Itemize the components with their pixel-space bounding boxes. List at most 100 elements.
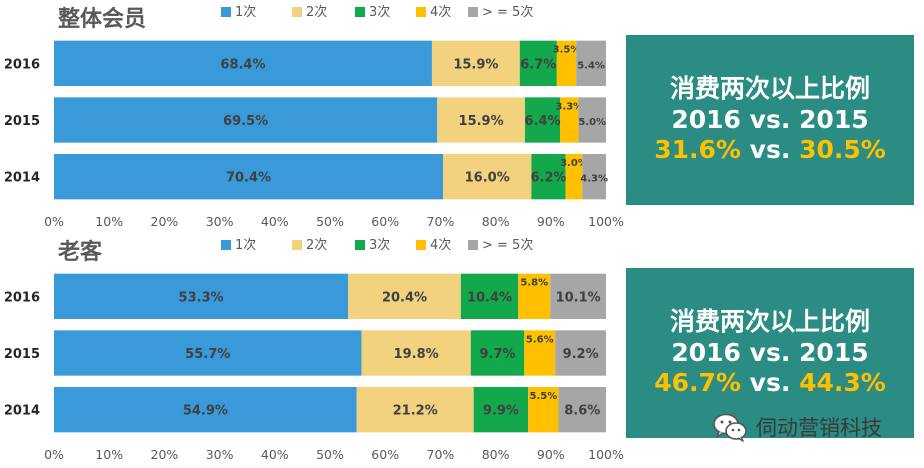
bar-segment: [555, 330, 606, 376]
x-tick-label: 90%: [537, 447, 565, 462]
chart-title: 整体会员: [58, 6, 146, 32]
bar-segment: [54, 387, 357, 433]
data-label: 15.9%: [453, 57, 498, 72]
bar-segment: [519, 40, 557, 86]
legend-swatch: [221, 240, 231, 250]
bar-segment: [54, 97, 438, 143]
bar-segment: [518, 273, 551, 319]
chart-1: 整体会员 1次 2次 3次 4次 > = 5次 0% 10% 20% 30% 40% 50% 60% 70…: [4, 4, 624, 229]
bar-segment: [470, 330, 525, 376]
category-label: 2016: [4, 290, 40, 305]
bar-segment: [560, 97, 579, 143]
bar-segment: [582, 154, 606, 200]
data-label: 5.6%: [526, 334, 554, 345]
x-tick-label: 70%: [427, 447, 455, 462]
data-label: 5.0%: [578, 117, 606, 128]
data-label: 15.9%: [459, 114, 504, 129]
data-label: 69.5%: [223, 114, 268, 129]
bar-segment: [437, 97, 525, 143]
bar-segment: [531, 154, 566, 200]
legend-label: 4次: [430, 237, 451, 253]
bar-segment: [528, 387, 559, 433]
x-tick-label: 100%: [588, 447, 624, 462]
data-label: 4.3%: [580, 174, 608, 185]
panel-heading: 消费两次以上比例: [669, 307, 870, 337]
bar-segment: [524, 97, 561, 143]
bar-segment: [356, 387, 474, 433]
bar-segment: [473, 387, 529, 433]
data-label: 9.7%: [480, 347, 516, 362]
panel-value-2016: 46.7%: [654, 368, 741, 398]
x-tick-label: 50%: [316, 447, 344, 462]
legend-swatch: [292, 7, 302, 17]
legend-swatch: [221, 7, 231, 17]
watermark: 伺动营销科技: [712, 412, 882, 442]
legend-swatch: [468, 240, 478, 250]
bar-segment: [460, 273, 519, 319]
legend-label: > = 5次: [482, 237, 533, 253]
data-label: 5.8%: [520, 278, 548, 289]
summary-panel-returning-customers: 消费两次以上比例 2016 vs. 2015 46.7% vs. 44.3%: [626, 268, 914, 438]
legend-label: > = 5次: [482, 4, 533, 20]
category-label: 2016: [4, 57, 40, 72]
legend-label: 1次: [235, 4, 256, 20]
summary-panel-all-members: 消费两次以上比例 2016 vs. 2015 31.6% vs. 30.5%: [626, 35, 914, 205]
panel-vs: vs.: [749, 135, 791, 165]
data-label: 21.2%: [393, 404, 438, 419]
data-label: 6.7%: [520, 57, 556, 72]
panel-value-2015: 30.5%: [799, 135, 886, 165]
panel-comparison-years: 2016 vs. 2015: [671, 337, 869, 367]
legend-label: 3次: [369, 237, 390, 253]
x-tick-label: 100%: [588, 214, 624, 229]
bar-segment: [558, 387, 606, 433]
legend-label: 2次: [306, 237, 327, 253]
legend-swatch: [355, 7, 365, 17]
data-label: 6.4%: [525, 114, 561, 129]
bar-segment: [54, 273, 349, 319]
bar-segment: [556, 40, 577, 86]
wechat-icon: [713, 413, 747, 442]
data-label: 19.8%: [394, 347, 439, 362]
category-label: 2015: [4, 114, 40, 129]
data-label: 3.3%: [555, 101, 583, 112]
legend-label: 4次: [430, 4, 451, 20]
legend-label: 3次: [369, 4, 390, 20]
bar-segment: [524, 330, 556, 376]
bar-segment: [361, 330, 471, 376]
data-label: 3.0%: [560, 158, 588, 169]
legend-label: 2次: [306, 4, 327, 20]
x-tick-label: 20%: [151, 447, 179, 462]
data-label: 6.2%: [531, 171, 567, 186]
data-label: 10.1%: [556, 290, 601, 305]
legend-label: 1次: [235, 237, 256, 253]
data-label: 16.0%: [465, 171, 510, 186]
data-label: 10.4%: [467, 290, 512, 305]
x-tick-label: 10%: [95, 214, 123, 229]
bar-segment: [54, 154, 443, 200]
bar-segment: [550, 273, 606, 319]
x-tick-label: 20%: [151, 214, 179, 229]
watermark-text: 伺动营销科技: [756, 416, 882, 440]
chart-title: 老客: [57, 239, 103, 265]
bar-segment: [565, 154, 583, 200]
data-label: 5.5%: [530, 391, 558, 402]
data-label: 54.9%: [183, 404, 228, 419]
x-tick-label: 80%: [482, 447, 510, 462]
bar-segment: [348, 273, 461, 319]
data-label: 55.7%: [185, 347, 230, 362]
chart-2: 老客 1次 2次 3次 4次 > = 5次 0% 10% 20% 30% 40% 50% 60% 70% 8…: [4, 237, 624, 462]
data-label: 5.4%: [577, 60, 605, 71]
x-tick-label: 60%: [371, 447, 399, 462]
bar-segment: [442, 154, 532, 200]
x-tick-label: 60%: [371, 214, 399, 229]
data-label: 53.3%: [179, 290, 224, 305]
data-label: 3.5%: [553, 45, 581, 56]
bar-segment: [431, 40, 520, 86]
panel-vs: vs.: [749, 368, 791, 398]
legend-swatch: [416, 240, 426, 250]
category-label: 2014: [4, 171, 40, 186]
legend-swatch: [468, 7, 478, 17]
data-label: 68.4%: [220, 57, 265, 72]
panel-value-2016: 31.6%: [654, 135, 741, 165]
